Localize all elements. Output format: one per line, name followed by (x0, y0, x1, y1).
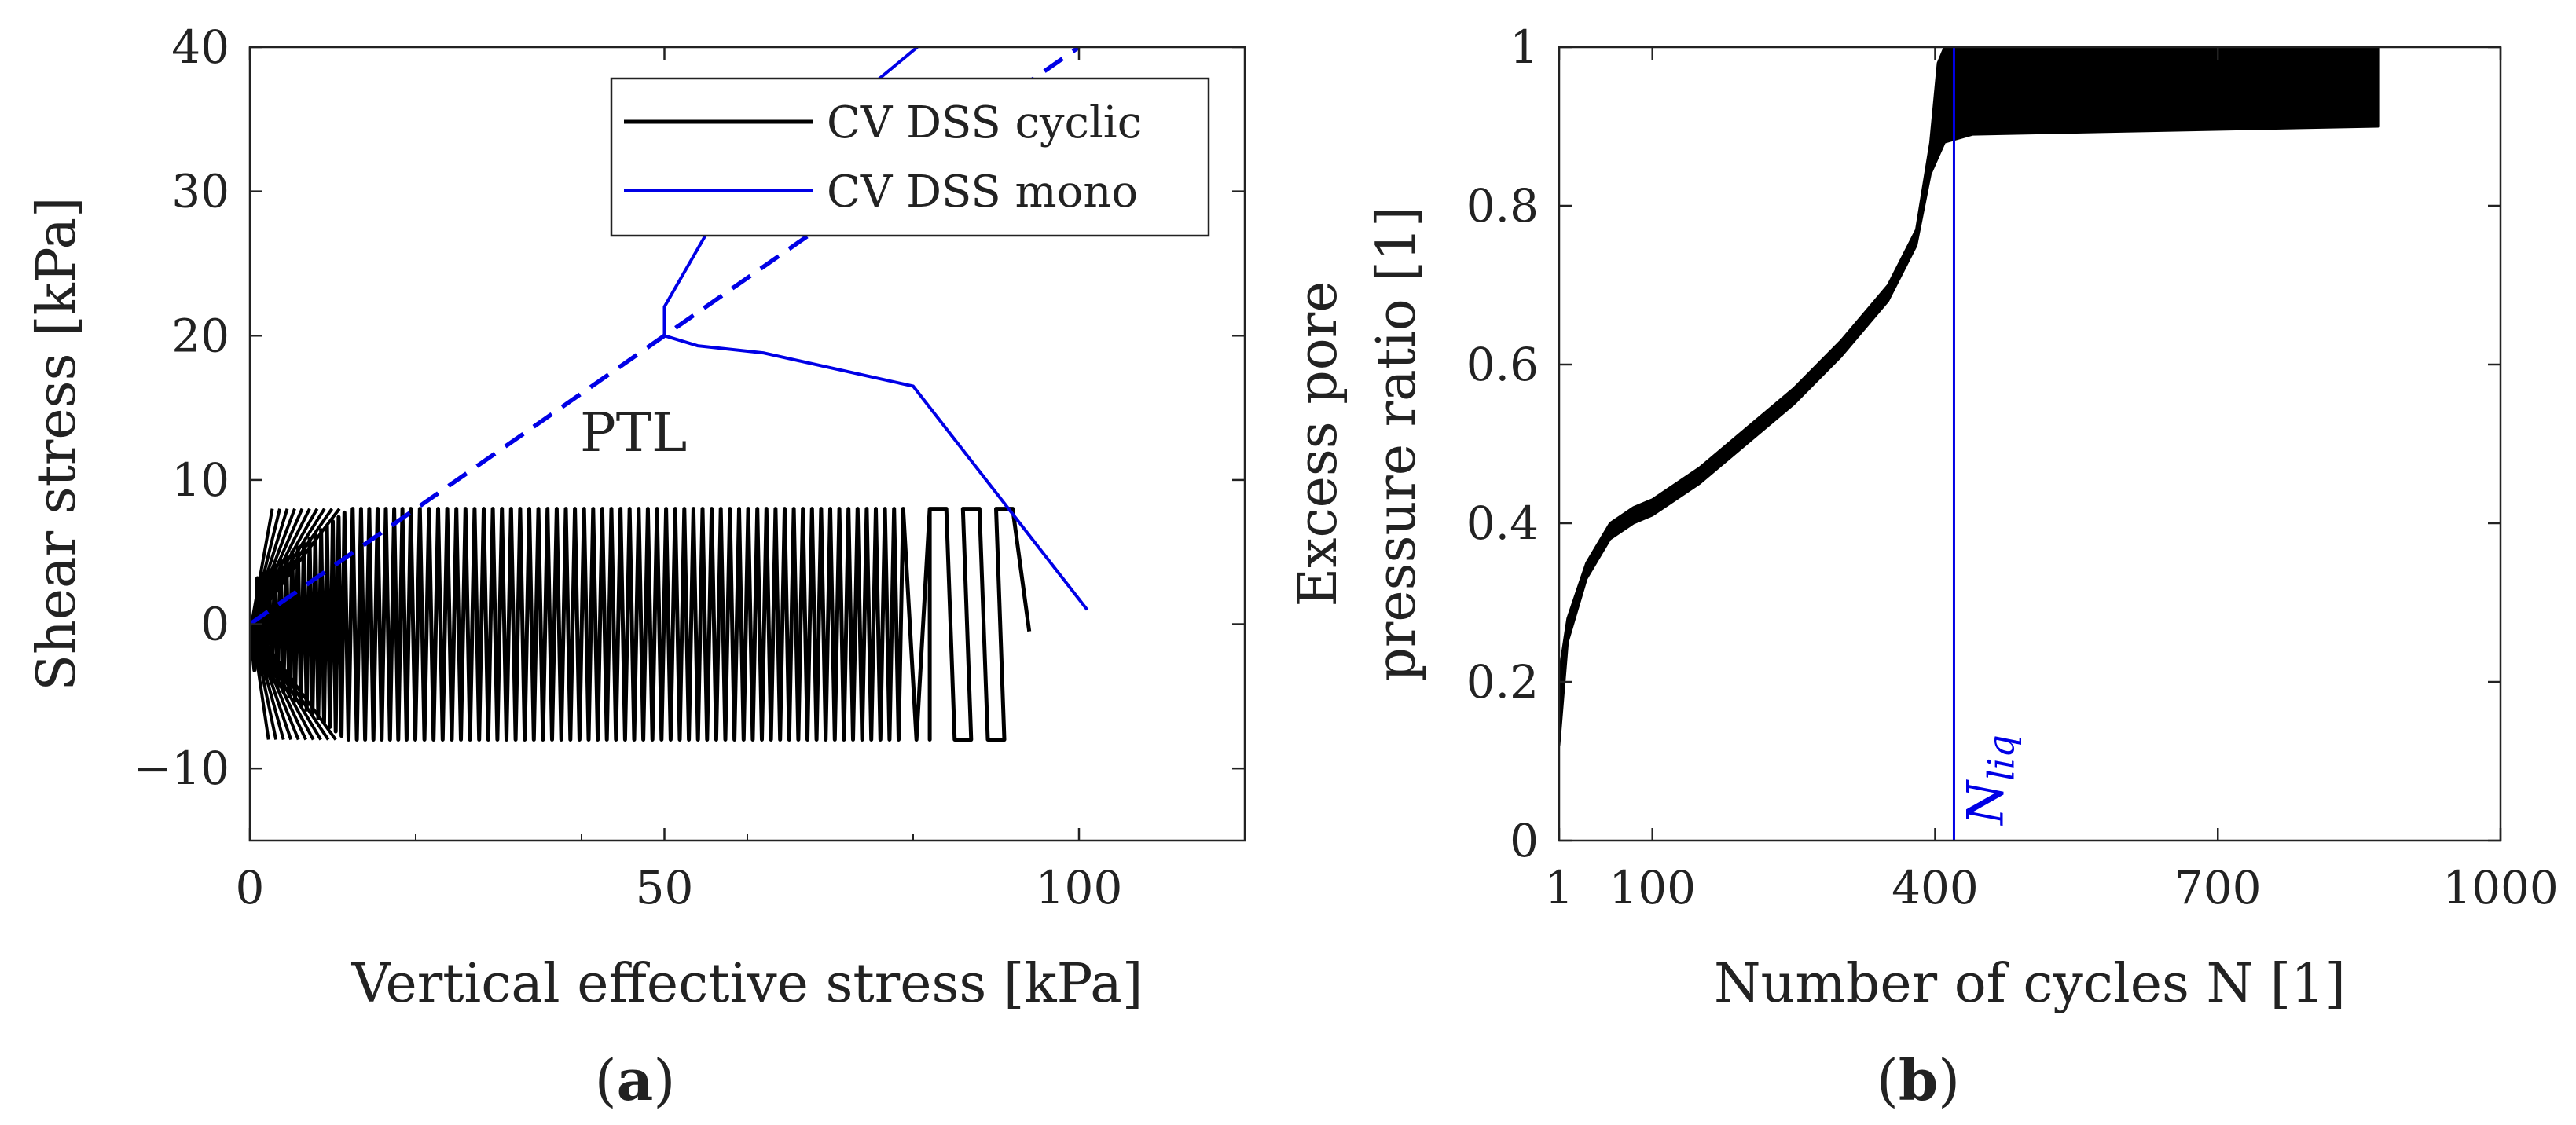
y-tick-label: 30 (171, 165, 229, 218)
panel-b: Nliq 1 100 400 700 1000 0 0.2 0.4 0.6 0.8 1 Number … (1287, 20, 2559, 1113)
cyclic-stress-path (250, 507, 1032, 742)
panel-b-caption-letter: b (1899, 1046, 1938, 1113)
x-tick-label: 1 (1545, 861, 1574, 914)
nliq-label-sub: liq (1980, 735, 2022, 781)
cyclic-stress-fan (250, 508, 341, 741)
panel-b-ticks: Nliq 1 100 400 700 1000 0 0.2 0.4 0.6 0.8 1 (1466, 20, 2559, 914)
panel-b-caption: (b) (1877, 1046, 1961, 1113)
ru-envelope-band (1559, 47, 2380, 747)
panel-b-axes-box (1558, 46, 2502, 842)
nliq-label-main: N (1957, 779, 2015, 826)
x-tick-label: 100 (1036, 861, 1123, 914)
y-tick-label: 0.8 (1466, 179, 1539, 233)
y-tick-label: 0.4 (1466, 497, 1539, 550)
panel-a-caption-letter: a (617, 1046, 654, 1113)
panel-a-xlabel: Vertical effective stress [kPa] (351, 953, 1143, 1015)
x-tick-label: 1000 (2442, 861, 2559, 914)
legend-label-cyclic: CV DSS cyclic (827, 97, 1142, 148)
panel-a: 0 50 100 −10 0 10 20 30 40 CV DSS cyclic CV DSS … (26, 20, 1246, 1113)
x-tick-label: 0 (236, 861, 265, 914)
panel-a-legend: CV DSS cyclic CV DSS mono (610, 77, 1210, 237)
y-tick-label: 10 (171, 453, 229, 507)
x-tick-label: 100 (1609, 861, 1696, 914)
legend-label-mono: CV DSS mono (827, 167, 1138, 218)
y-tick-label: 0 (200, 598, 229, 651)
y-tick-label: −10 (134, 742, 229, 795)
y-tick-label: 1 (1510, 20, 1539, 74)
x-tick-label: 700 (2174, 861, 2262, 914)
y-tick-label: 20 (171, 309, 229, 362)
panel-b-ylabel-line2: pressure ratio [1] (1366, 206, 1428, 681)
panel-b-data-layer (1559, 47, 2380, 841)
panel-a-ylabel: Shear stress [kPa] (26, 196, 88, 691)
y-tick-label: 40 (171, 20, 229, 74)
nliq-label: Nliq (1957, 735, 2022, 826)
panel-a-ticks: 0 50 100 −10 0 10 20 30 40 (134, 20, 1246, 914)
panel-b-ylabel-line1: Excess pore (1287, 281, 1349, 607)
y-tick-label: 0.2 (1466, 655, 1539, 709)
panel-a-caption: (a) (595, 1046, 676, 1113)
panel-b-xlabel: Number of cycles N [1] (1714, 953, 2346, 1015)
x-tick-label: 50 (636, 861, 694, 914)
y-tick-label: 0.6 (1466, 338, 1539, 391)
x-tick-label: 400 (1892, 861, 1979, 914)
panel-a-ptl-annotation: PTL (580, 402, 687, 464)
legend-box (610, 77, 1210, 237)
y-tick-label: 0 (1510, 814, 1539, 867)
